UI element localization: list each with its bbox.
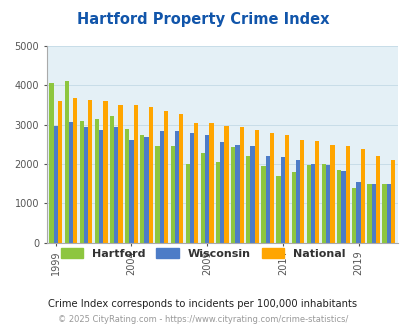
Bar <box>310 164 314 243</box>
Bar <box>129 140 133 243</box>
Bar <box>265 156 269 243</box>
Bar <box>205 135 209 243</box>
Bar <box>330 145 334 243</box>
Bar <box>200 153 205 243</box>
Bar <box>125 129 129 243</box>
Bar <box>291 172 295 243</box>
Bar <box>170 146 174 243</box>
Bar <box>220 143 224 243</box>
Bar <box>367 184 371 243</box>
Bar <box>49 83 53 243</box>
Bar <box>95 119 99 243</box>
Bar <box>84 127 88 243</box>
Bar <box>336 170 341 243</box>
Bar <box>325 165 330 243</box>
Bar <box>73 98 77 243</box>
Bar <box>390 160 394 243</box>
Bar <box>239 127 243 243</box>
Bar <box>276 176 280 243</box>
Bar <box>280 157 284 243</box>
Bar <box>148 107 153 243</box>
Bar <box>185 164 190 243</box>
Bar <box>215 162 220 243</box>
Bar <box>190 133 194 243</box>
Bar <box>254 130 258 243</box>
Bar <box>64 81 68 243</box>
Text: © 2025 CityRating.com - https://www.cityrating.com/crime-statistics/: © 2025 CityRating.com - https://www.city… <box>58 315 347 324</box>
Legend: Hartford, Wisconsin, National: Hartford, Wisconsin, National <box>56 244 349 263</box>
Bar <box>371 184 375 243</box>
Bar <box>164 111 168 243</box>
Bar <box>314 141 319 243</box>
Bar <box>261 166 265 243</box>
Bar <box>250 146 254 243</box>
Bar <box>174 131 179 243</box>
Bar <box>179 114 183 243</box>
Bar <box>118 106 122 243</box>
Text: Hartford Property Crime Index: Hartford Property Crime Index <box>77 12 328 26</box>
Bar <box>79 121 84 243</box>
Bar <box>284 135 288 243</box>
Bar <box>224 126 228 243</box>
Bar <box>345 146 349 243</box>
Bar <box>144 137 148 243</box>
Bar <box>306 165 310 243</box>
Bar <box>99 130 103 243</box>
Bar <box>133 105 137 243</box>
Bar <box>341 171 345 243</box>
Text: Crime Index corresponds to incidents per 100,000 inhabitants: Crime Index corresponds to incidents per… <box>48 299 357 309</box>
Bar <box>110 116 114 243</box>
Bar <box>58 101 62 243</box>
Bar <box>382 184 386 243</box>
Bar <box>140 135 144 243</box>
Bar <box>114 127 118 243</box>
Bar <box>53 125 58 243</box>
Bar <box>103 101 107 243</box>
Bar <box>194 123 198 243</box>
Bar <box>155 146 159 243</box>
Bar <box>235 145 239 243</box>
Bar <box>295 160 299 243</box>
Bar <box>321 164 325 243</box>
Bar <box>375 156 379 243</box>
Bar <box>386 184 390 243</box>
Bar <box>68 121 73 243</box>
Bar <box>245 156 250 243</box>
Bar <box>159 131 164 243</box>
Bar <box>88 100 92 243</box>
Bar <box>356 182 360 243</box>
Bar <box>360 149 364 243</box>
Bar <box>230 147 235 243</box>
Bar <box>209 123 213 243</box>
Bar <box>299 140 304 243</box>
Bar <box>351 188 356 243</box>
Bar <box>269 133 273 243</box>
